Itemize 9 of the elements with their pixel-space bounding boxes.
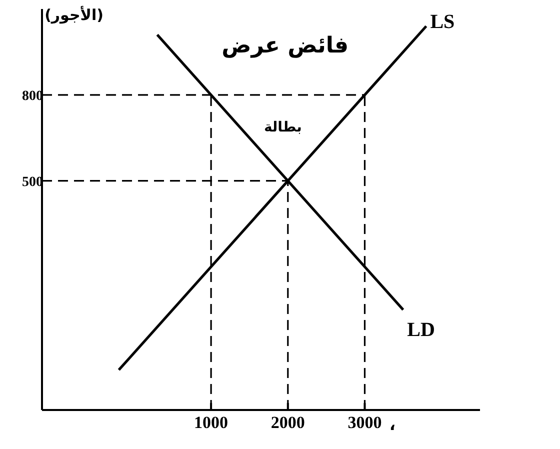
x-tick-label: 1000 (194, 413, 228, 432)
x-tick-label: 3000 (348, 413, 382, 432)
annotation: بطالة (264, 120, 302, 136)
annotation: فائض عرض (222, 33, 349, 58)
series-label: LS (430, 11, 455, 34)
x-tick-label: 2000 (270, 413, 305, 432)
series-label: LD (407, 318, 435, 341)
x-axis-title: ، (389, 415, 396, 434)
y-axis-title: (الأجور) (44, 5, 104, 24)
